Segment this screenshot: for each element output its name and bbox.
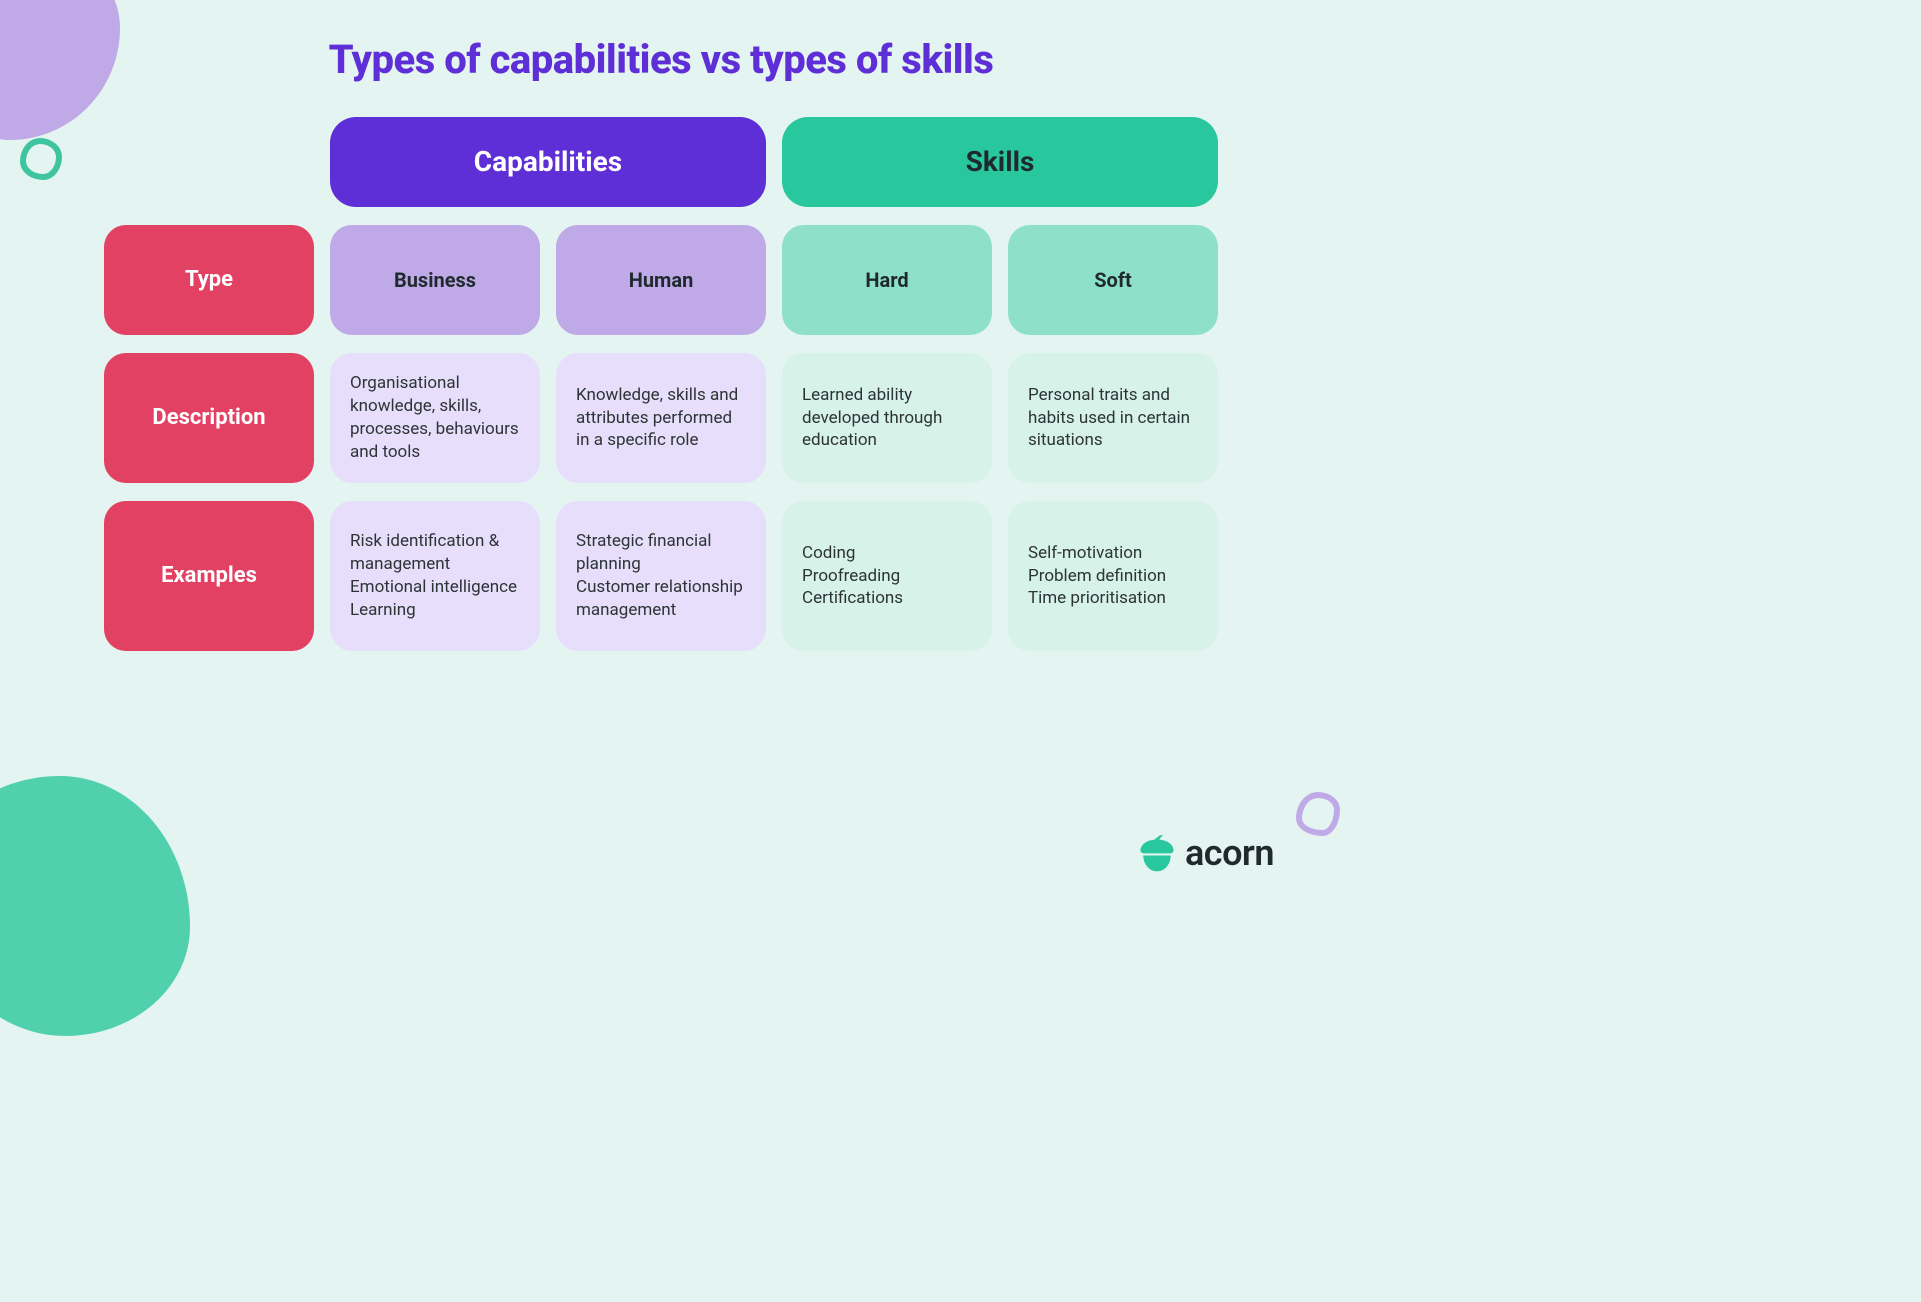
desc-human: Knowledge, skills and attributes perform… bbox=[556, 353, 766, 483]
desc-soft: Personal traits and habits used in certa… bbox=[1008, 353, 1218, 483]
desc-hard: Learned ability developed through educat… bbox=[782, 353, 992, 483]
row-label-description: Description bbox=[104, 353, 314, 483]
desc-business: Organisational knowledge, skills, proces… bbox=[330, 353, 540, 483]
type-business: Business bbox=[330, 225, 540, 335]
ex-business: Risk identification & management Emotion… bbox=[330, 501, 540, 651]
acorn-icon bbox=[1139, 833, 1175, 873]
ex-soft: Self-motivation Problem definition Time … bbox=[1008, 501, 1218, 651]
brand-logo: acorn bbox=[1139, 832, 1274, 874]
type-human: Human bbox=[556, 225, 766, 335]
page-title: Types of capabilities vs types of skills bbox=[48, 36, 1274, 83]
brand-name: acorn bbox=[1185, 832, 1274, 874]
type-hard: Hard bbox=[782, 225, 992, 335]
row-label-examples: Examples bbox=[104, 501, 314, 651]
group-header-capabilities: Capabilities bbox=[330, 117, 766, 207]
group-header-skills: Skills bbox=[782, 117, 1218, 207]
ex-hard: Coding Proofreading Certifications bbox=[782, 501, 992, 651]
comparison-grid: Capabilities Skills Type Business Human … bbox=[48, 117, 1274, 651]
row-label-type: Type bbox=[104, 225, 314, 335]
infographic-canvas: Types of capabilities vs types of skills… bbox=[0, 0, 1322, 896]
ex-human: Strategic financial planning Customer re… bbox=[556, 501, 766, 651]
type-soft: Soft bbox=[1008, 225, 1218, 335]
